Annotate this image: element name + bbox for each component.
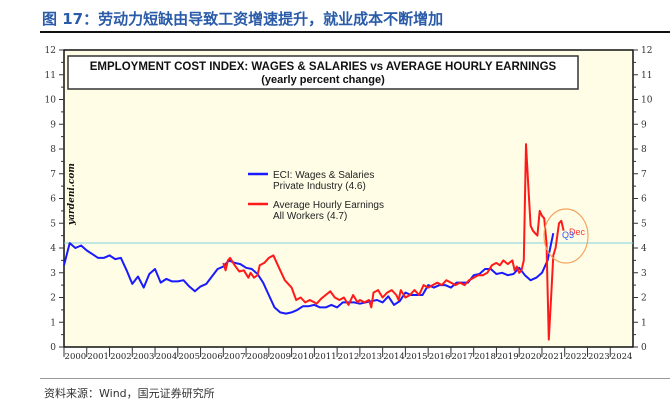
y-tick-label-right: 2 [641, 294, 647, 304]
y-tick-label-right: 0 [641, 343, 647, 353]
y-tick-label-right: 1 [641, 318, 647, 328]
y-tick-label-right: 4 [641, 244, 647, 254]
annotation-dec: Dec [569, 227, 586, 237]
x-tick-label: 2014 [383, 352, 405, 362]
y-tick-label-right: 9 [641, 120, 647, 130]
x-tick-label: 2001 [87, 352, 109, 362]
x-tick-label: 2005 [178, 352, 200, 362]
annotation-q3: Q3 [562, 230, 574, 240]
y-tick-label-left: 2 [50, 294, 56, 304]
source-note: 资料来源：Wind，国元证券研究所 [44, 387, 215, 400]
y-tick-label-left: 9 [50, 120, 56, 130]
x-tick-label: 2003 [133, 352, 155, 362]
x-tick-label: 2008 [247, 352, 269, 362]
figure-title: 图 17：劳动力短缺由导致工资增速提升，就业成本不断增加 [42, 10, 444, 28]
x-tick-label: 2006 [201, 352, 223, 362]
x-tick-label: 2010 [292, 352, 314, 362]
watermark: yardeni.com [67, 163, 77, 226]
y-tick-label-left: 3 [50, 269, 56, 279]
footer-rule [40, 378, 670, 379]
x-tick-label: 2011 [315, 352, 337, 362]
title-box [67, 55, 579, 90]
x-tick-label: 2009 [269, 352, 291, 362]
highlight-circle [543, 208, 589, 264]
y-tick-label-left: 11 [45, 71, 56, 81]
x-tick-label: 2015 [406, 352, 428, 362]
x-tick-label: 2024 [611, 352, 633, 362]
x-tick-label: 2020 [520, 352, 542, 362]
chart-subtitle: (yearly percent change) [261, 74, 385, 86]
series-line-ahe [222, 143, 565, 341]
y-tick-label-right: 11 [641, 71, 652, 81]
legend-label-eci-2: Private Industry (4.6) [273, 181, 366, 192]
y-tick-label-left: 6 [50, 195, 56, 205]
x-tick-label: 2000 [65, 352, 87, 362]
chart-title: EMPLOYMENT COST INDEX: WAGES & SALARIES … [90, 61, 557, 73]
y-tick-label-right: 6 [641, 195, 647, 205]
y-tick-label-right: 8 [641, 145, 647, 155]
y-tick-label-right: 5 [641, 219, 647, 229]
y-tick-label-left: 10 [45, 96, 57, 106]
x-tick-label: 2017 [451, 352, 473, 362]
x-tick-label: 2018 [474, 352, 496, 362]
x-tick-label: 2022 [565, 352, 587, 362]
y-tick-label-right: 10 [641, 96, 653, 106]
y-tick-label-left: 0 [50, 343, 56, 353]
y-tick-label-right: 12 [641, 46, 652, 56]
x-tick-label: 2004 [156, 352, 178, 362]
x-tick-label: 2013 [360, 352, 382, 362]
y-tick-label-left: 4 [50, 244, 56, 254]
y-tick-label-right: 7 [641, 170, 647, 180]
x-tick-label: 2016 [429, 352, 451, 362]
x-tick-label: 2019 [497, 352, 519, 362]
legend-label-ahe: Average Hourly Earnings [273, 200, 384, 211]
x-tick-label: 2023 [588, 352, 610, 362]
y-tick-label-left: 7 [50, 170, 56, 180]
x-tick-label: 2002 [110, 352, 132, 362]
y-tick-label-left: 12 [45, 46, 56, 56]
legend-label-eci: ECI: Wages & Salaries [273, 170, 374, 181]
x-tick-label: 2007 [224, 352, 246, 362]
x-tick-label: 2021 [543, 352, 565, 362]
y-tick-label-left: 8 [50, 145, 56, 155]
y-tick-label-left: 1 [50, 318, 56, 328]
x-tick-label: 2012 [338, 352, 360, 362]
title-rule [40, 31, 670, 33]
y-tick-label-left: 5 [50, 219, 56, 229]
legend-label-ahe-2: All Workers (4.7) [273, 211, 347, 222]
y-tick-label-right: 3 [641, 269, 647, 279]
